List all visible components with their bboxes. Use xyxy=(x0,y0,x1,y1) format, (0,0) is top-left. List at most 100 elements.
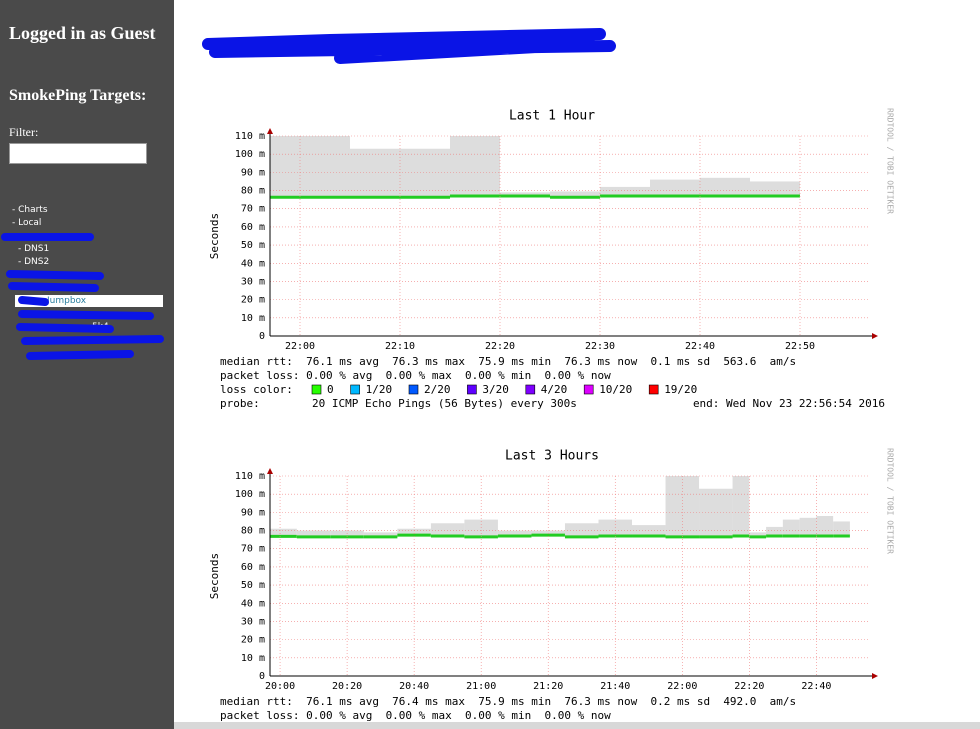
smoke xyxy=(497,530,532,536)
y-tick-label: 50 m xyxy=(241,580,265,591)
y-tick-label: 40 m xyxy=(241,258,265,269)
menu-highlight xyxy=(15,295,163,307)
filter-input[interactable] xyxy=(9,143,147,164)
x-tick-label: 22:40 xyxy=(685,341,715,352)
smoke xyxy=(699,488,733,537)
y-tick-label: 0 xyxy=(259,671,265,682)
loss-swatch xyxy=(583,384,594,395)
loss-swatch xyxy=(350,384,360,395)
y-tick-label: 100 m xyxy=(235,489,265,500)
chart-title: Last 1 Hour xyxy=(509,109,595,124)
y-tick-label: 70 m xyxy=(241,204,265,215)
loss-legend-label: 2/20 xyxy=(424,383,451,396)
smoke xyxy=(782,519,800,536)
end-time: end: Wed Nov 23 22:56:54 2016 xyxy=(693,397,885,410)
loss-swatch xyxy=(467,384,477,395)
loss-legend-label: 0 xyxy=(327,383,334,396)
loss-legend-label: 1/20 xyxy=(366,383,393,396)
smoke xyxy=(750,181,800,196)
smoke xyxy=(531,530,565,536)
menu-item[interactable]: - Local xyxy=(12,218,42,228)
y-tick-label: 60 m xyxy=(241,562,265,573)
smoke xyxy=(270,528,297,537)
y-tick-label: 80 m xyxy=(241,186,265,197)
targets-title: SmokePing Targets: xyxy=(9,87,147,104)
menu-item[interactable]: Jumpbox xyxy=(47,296,87,306)
loss-legend-label: 3/20 xyxy=(482,383,509,396)
menu-item[interactable]: - Charts xyxy=(12,205,48,215)
probe-text: 20 ICMP Echo Pings (56 Bytes) every 300s xyxy=(312,397,577,410)
x-tick-label: 22:20 xyxy=(485,341,515,352)
x-tick-label: 22:10 xyxy=(385,341,415,352)
loss-swatch xyxy=(648,384,659,395)
y-tick-label: 90 m xyxy=(241,507,265,518)
stats-line: packet loss: 0.00 % avg 0.00 % max 0.00 … xyxy=(220,369,611,382)
loss-label: loss color: xyxy=(220,383,293,396)
x-tick-label: 21:40 xyxy=(600,681,630,692)
x-tick-label: 22:40 xyxy=(801,681,831,692)
y-tick-label: 60 m xyxy=(241,222,265,233)
y-tick-label: 70 m xyxy=(241,544,265,555)
y-tick-label: 30 m xyxy=(241,616,265,627)
smoke xyxy=(500,192,550,196)
smoke xyxy=(550,191,600,198)
smoke xyxy=(296,530,331,537)
smoke xyxy=(732,476,750,536)
smoke xyxy=(766,526,783,536)
x-tick-label: 20:20 xyxy=(332,681,362,692)
status-bar xyxy=(174,722,980,729)
probe-label: probe: xyxy=(220,397,260,410)
redactions xyxy=(1,233,164,360)
menu-item[interactable]: - DNS1 xyxy=(18,244,50,254)
stats-line: median rtt: 76.1 ms avg 76.3 ms max 75.9… xyxy=(220,355,796,368)
loss-swatch xyxy=(408,384,419,395)
smoke xyxy=(270,136,350,198)
watermark: RRDTOOL / TOBI OETIKER xyxy=(886,448,895,554)
smoke xyxy=(450,136,500,196)
smoke xyxy=(816,516,834,536)
loss-legend-label: 10/20 xyxy=(599,383,632,396)
y-tick-label: 90 m xyxy=(241,167,265,178)
loss-legend-label: 19/20 xyxy=(664,383,697,396)
y-tick-label: 80 m xyxy=(241,526,265,537)
smoke xyxy=(397,528,431,536)
y-tick-label: 40 m xyxy=(241,598,265,609)
login-status: Logged in as Guest xyxy=(9,23,156,43)
filter-label: Filter: xyxy=(9,125,39,139)
loss-legend-label: 4/20 xyxy=(541,383,568,396)
smoke xyxy=(600,186,650,196)
y-tick-label: 110 m xyxy=(235,471,265,482)
smoke xyxy=(430,523,465,536)
x-tick-label: 22:30 xyxy=(585,341,615,352)
sidebar: Logged in as Guest SmokePing Targets: Fi… xyxy=(0,0,174,729)
y-tick-label: 50 m xyxy=(241,240,265,251)
smoke xyxy=(749,532,767,537)
menu-item[interactable]: - DNS2 xyxy=(18,257,50,267)
x-tick-label: 21:00 xyxy=(466,681,496,692)
y-tick-label: 0 xyxy=(259,331,265,342)
smoke xyxy=(363,532,398,537)
x-tick-label: 22:00 xyxy=(285,341,315,352)
smoke xyxy=(564,523,599,537)
smoke xyxy=(464,519,498,537)
smoke xyxy=(650,179,700,196)
y-tick-label: 100 m xyxy=(235,149,265,160)
smoke xyxy=(799,517,817,536)
stats-line: packet loss: 0.00 % avg 0.00 % max 0.00 … xyxy=(220,709,611,722)
stats-line: median rtt: 76.1 ms avg 76.4 ms max 75.9… xyxy=(220,695,796,708)
x-tick-label: 20:00 xyxy=(265,681,295,692)
y-tick-label: 20 m xyxy=(241,295,265,306)
y-axis-label: Seconds xyxy=(208,553,221,599)
loss-swatch xyxy=(525,384,536,395)
smoke xyxy=(833,521,850,536)
x-tick-label: 20:40 xyxy=(399,681,429,692)
y-tick-label: 10 m xyxy=(241,653,265,664)
y-tick-label: 20 m xyxy=(241,635,265,646)
x-tick-label: 22:20 xyxy=(734,681,764,692)
y-tick-label: 110 m xyxy=(235,131,265,142)
x-tick-label: 22:00 xyxy=(667,681,697,692)
y-tick-label: 30 m xyxy=(241,276,265,287)
title-redaction xyxy=(202,28,616,64)
chart-title: Last 3 Hours xyxy=(505,449,599,464)
